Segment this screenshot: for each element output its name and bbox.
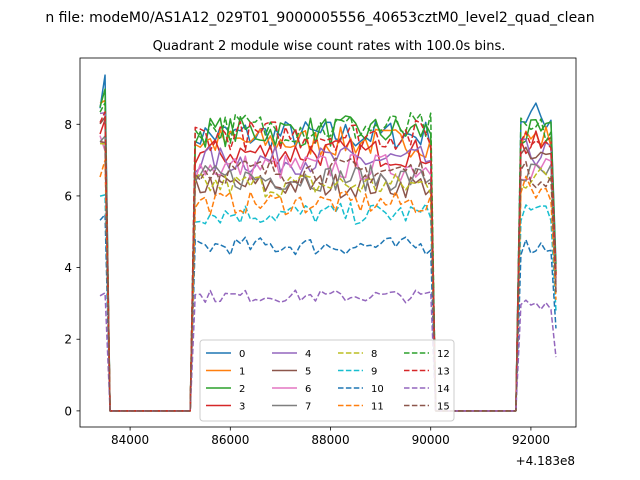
legend-label-4: 4 xyxy=(305,349,311,360)
chart-title: Quadrant 2 module wise count rates with … xyxy=(153,39,506,54)
plot-frame xyxy=(79,57,577,428)
y-tick-label: 8 xyxy=(64,118,72,132)
y-tick-label: 6 xyxy=(64,189,72,203)
legend-label-8: 8 xyxy=(371,349,377,360)
x-tick-label: 86000 xyxy=(211,433,249,447)
legend-label-11: 11 xyxy=(371,402,384,413)
legend-label-14: 14 xyxy=(437,384,450,395)
legend-label-10: 10 xyxy=(371,384,384,395)
legend-label-13: 13 xyxy=(437,367,450,378)
legend-label-6: 6 xyxy=(305,384,311,395)
legend-label-15: 15 xyxy=(437,402,450,413)
legend-label-12: 12 xyxy=(437,349,450,360)
y-tick-label: 4 xyxy=(64,261,72,275)
series-line-15 xyxy=(99,141,557,412)
legend-label-1: 1 xyxy=(239,367,245,378)
legend-label-2: 2 xyxy=(239,384,245,395)
x-axis: 84000 86000 88000 90000 92000 xyxy=(111,427,550,447)
y-axis: 0 2 4 6 8 xyxy=(64,118,80,418)
x-tick-label: 92000 xyxy=(512,433,550,447)
legend-label-7: 7 xyxy=(305,402,311,413)
y-tick-label: 0 xyxy=(64,404,72,418)
x-tick-label: 90000 xyxy=(412,433,450,447)
series-line-14 xyxy=(99,289,557,412)
legend-box xyxy=(199,339,455,422)
legend-label-9: 9 xyxy=(371,367,377,378)
series-lines xyxy=(99,74,557,412)
y-tick-label: 2 xyxy=(64,333,72,347)
legend-label-3: 3 xyxy=(239,402,245,413)
figure-suptitle: n file: modeM0/AS1A12_029T01_9000005556_… xyxy=(45,10,594,26)
legend-label-0: 0 xyxy=(239,349,245,360)
legend-label-5: 5 xyxy=(305,367,311,378)
x-tick-label: 84000 xyxy=(111,433,149,447)
x-tick-label: 88000 xyxy=(311,433,349,447)
x-axis-offset-label: +4.183e8 xyxy=(516,454,575,468)
